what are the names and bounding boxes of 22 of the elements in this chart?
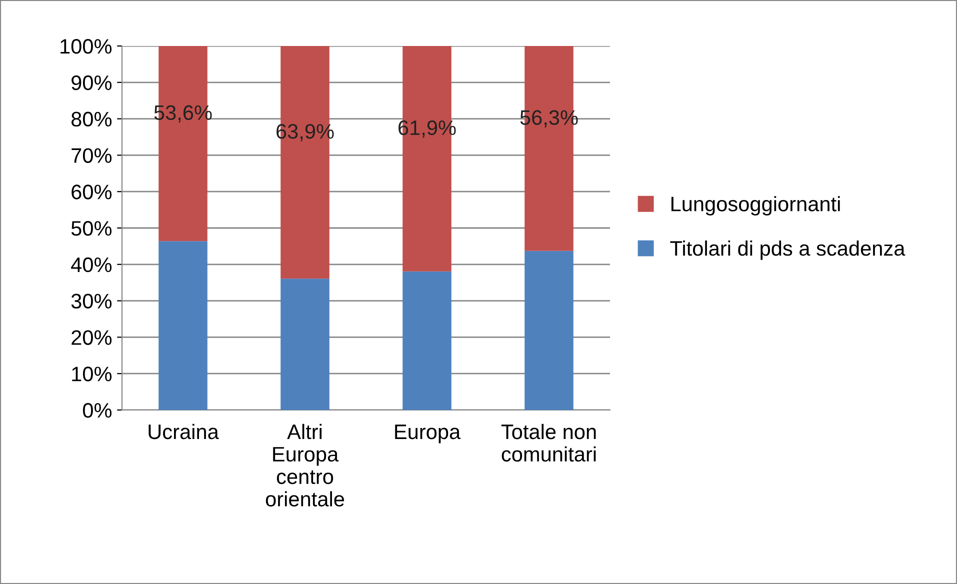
y-tick-label: 0% [82,403,112,418]
bar [280,278,330,410]
data-label: 56,3% [520,110,578,128]
y-tick-label: 20% [72,330,112,345]
y-tick-label: 60% [72,184,112,200]
bar [158,241,208,410]
legend-label: Titolari di pds a scadenza [670,240,906,260]
y-tick-label: 70% [72,148,112,163]
x-tick-label: Ucraina [148,424,219,440]
bar [524,250,574,410]
legend-label: Lungosoggiornanti [671,196,840,216]
bar [402,271,452,410]
x-tick-label: Europa [395,424,461,444]
y-tick-label: 100% [60,39,112,54]
x-tick-label: Altri Europa centro orientale [266,424,344,507]
y-tick-label: 50% [71,221,112,236]
y-tick-label: 80% [71,112,112,127]
y-tick-label: 90% [72,75,112,90]
y-tick-label: 10% [72,366,112,382]
y-tick-label: 40% [71,257,112,272]
x-tick-label: Totale non comunitari [501,424,596,462]
y-tick-label: 30% [71,294,112,309]
